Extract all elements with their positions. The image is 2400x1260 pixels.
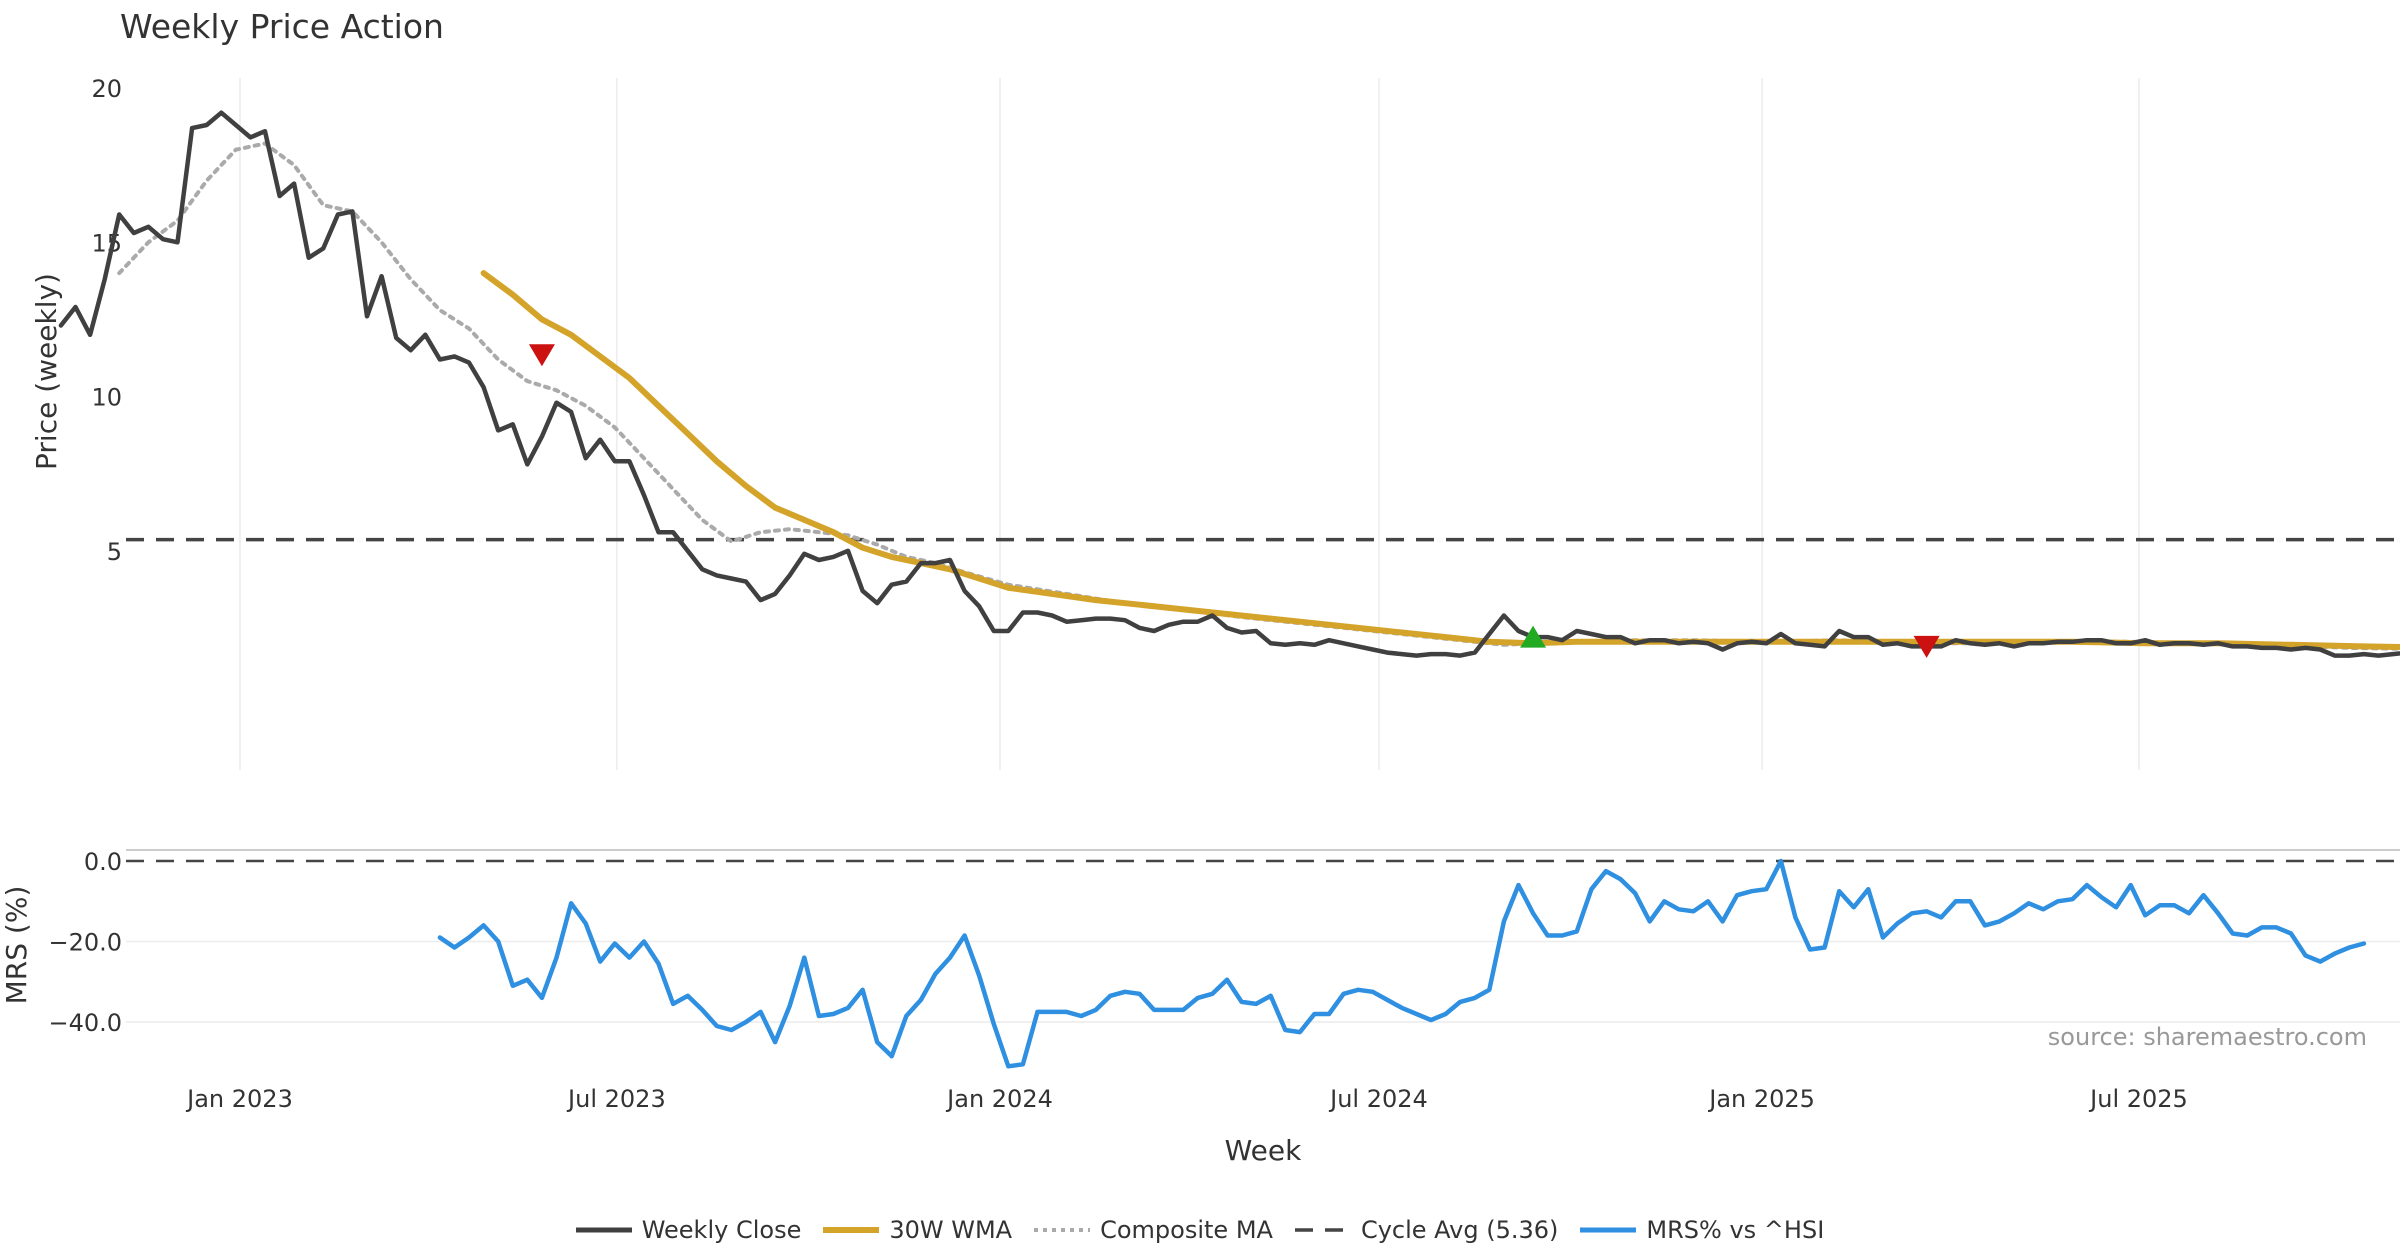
legend-item-weekly-close: Weekly Close xyxy=(575,1216,802,1244)
price-y-axis-label: Price (weekly) xyxy=(30,273,63,470)
mrs-y-axis-label: MRS (%) xyxy=(0,886,33,1005)
legend-item-cycle-avg: Cycle Avg (5.36) xyxy=(1294,1216,1559,1244)
legend-label: Composite MA xyxy=(1100,1216,1273,1244)
x-tick-labels: Jan 2023 Jul 2023 Jan 2024 Jul 2024 Jan 2025… xyxy=(185,1085,2188,1113)
weekly-close-line xyxy=(58,110,2400,658)
price-y-tick-label: 10 xyxy=(91,384,122,412)
legend-swatch-mrs xyxy=(1580,1227,1637,1233)
x-tick-label: Jan 2023 xyxy=(185,1085,293,1113)
legend-label: 30W WMA xyxy=(889,1216,1013,1244)
sell-signal-marker xyxy=(528,344,555,367)
legend-item-composite-ma: Composite MA xyxy=(1034,1216,1273,1244)
x-tick-label: Jul 2024 xyxy=(1328,1085,1428,1113)
mrs-y-tick-label: −20.0 xyxy=(48,929,122,957)
legend-swatch-composite-ma xyxy=(1034,1228,1091,1232)
composite-ma-line xyxy=(117,141,2400,651)
x-tick-label: Jan 2025 xyxy=(1707,1085,1815,1113)
buy-signal-marker xyxy=(1520,625,1547,648)
x-axis-label: Week xyxy=(1225,1134,1302,1167)
legend-label: MRS% vs ^HSI xyxy=(1646,1216,1825,1244)
legend-label: Weekly Close xyxy=(641,1216,802,1244)
x-tick-label: Jul 2023 xyxy=(566,1085,666,1113)
price-y-tick-label: 20 xyxy=(91,75,122,103)
signal-markers xyxy=(528,344,1940,658)
price-y-tick-label: 5 xyxy=(107,538,122,566)
x-tick-label: Jul 2025 xyxy=(2088,1085,2188,1113)
price-y-tick-label: 15 xyxy=(91,229,122,257)
legend-swatch-weekly-close xyxy=(575,1227,632,1233)
legend-label: Cycle Avg (5.36) xyxy=(1360,1216,1559,1244)
legend-item-mrs: MRS% vs ^HSI xyxy=(1580,1216,1824,1244)
legend-swatch-wma xyxy=(823,1227,880,1233)
x-tick-label: Jan 2024 xyxy=(945,1085,1053,1113)
price-y-ticks: 5 10 15 20 xyxy=(91,75,122,566)
mrs-y-ticks: 0.0 −20.0 −40.0 xyxy=(48,848,122,1037)
chart-title: Weekly Price Action xyxy=(120,7,444,46)
gridlines xyxy=(126,78,2400,1023)
mrs-line xyxy=(437,858,2367,1069)
mrs-y-tick-label: 0.0 xyxy=(84,848,122,876)
sell-signal-marker xyxy=(1913,635,1940,658)
legend-swatch-cycle-avg xyxy=(1294,1228,1351,1232)
source-annotation: source: sharemaestro.com xyxy=(2048,1023,2367,1051)
legend-item-wma: 30W WMA xyxy=(823,1216,1012,1244)
wma-30w-line xyxy=(480,270,2400,651)
legend: Weekly Close 30W WMA Composite MA Cycle … xyxy=(0,1210,2400,1250)
mrs-y-tick-label: −40.0 xyxy=(48,1009,122,1037)
